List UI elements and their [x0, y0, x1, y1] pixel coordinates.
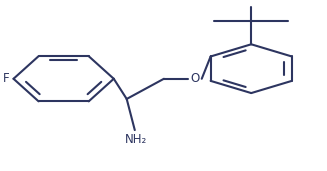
Text: NH₂: NH₂: [125, 133, 147, 146]
Text: F: F: [3, 72, 9, 85]
Text: O: O: [190, 72, 199, 85]
